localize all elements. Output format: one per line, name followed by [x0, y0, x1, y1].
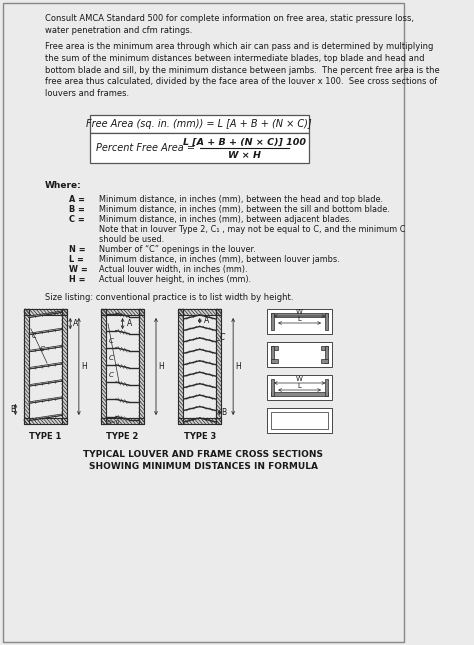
Text: A: A — [127, 319, 132, 328]
Text: H =: H = — [69, 275, 85, 284]
Bar — [325, 313, 328, 330]
Text: L: L — [298, 316, 301, 322]
Bar — [271, 412, 328, 429]
Bar — [24, 309, 29, 424]
Bar — [325, 346, 328, 363]
Bar — [321, 359, 328, 363]
Bar — [101, 309, 144, 315]
Bar — [271, 346, 274, 363]
Text: C: C — [219, 333, 225, 342]
Bar — [101, 309, 106, 424]
Text: Actual louver height, in inches (mm).: Actual louver height, in inches (mm). — [100, 275, 252, 284]
Bar — [267, 375, 332, 400]
Polygon shape — [29, 345, 62, 352]
Text: Number of “C” openings in the louver.: Number of “C” openings in the louver. — [100, 245, 256, 254]
Text: A =: A = — [69, 195, 84, 204]
Bar — [267, 408, 332, 433]
Bar — [178, 309, 183, 424]
Bar — [267, 342, 332, 367]
Polygon shape — [29, 380, 62, 386]
Text: B=0: B=0 — [106, 420, 119, 425]
Text: L =: L = — [69, 255, 83, 264]
Bar — [62, 309, 67, 424]
Bar — [24, 418, 67, 424]
Text: should be used.: should be used. — [100, 235, 164, 244]
Text: TYPE 1: TYPE 1 — [29, 432, 62, 441]
Polygon shape — [29, 311, 62, 317]
Bar — [139, 309, 144, 424]
Text: Minimum distance, in inches (mm), between the head and top blade.: Minimum distance, in inches (mm), betwee… — [100, 195, 383, 204]
Text: A: A — [204, 316, 209, 325]
Bar — [321, 346, 328, 350]
Text: Free area is the minimum area through which air can pass and is determined by mu: Free area is the minimum area through wh… — [45, 42, 439, 98]
Bar — [178, 309, 221, 315]
Text: Consult AMCA Standard 500 for complete information on free area, static pressure: Consult AMCA Standard 500 for complete i… — [45, 14, 414, 35]
Bar — [101, 309, 106, 424]
FancyBboxPatch shape — [90, 133, 309, 163]
Text: Percent Free Area =: Percent Free Area = — [96, 143, 198, 153]
Text: H: H — [236, 362, 241, 371]
Text: TYPICAL LOUVER AND FRAME CROSS SECTIONS: TYPICAL LOUVER AND FRAME CROSS SECTIONS — [83, 450, 323, 459]
Bar — [271, 346, 278, 350]
Bar — [101, 418, 144, 424]
Bar — [178, 418, 221, 424]
Bar — [325, 379, 328, 396]
Text: B =: B = — [69, 205, 84, 214]
Bar — [139, 309, 144, 424]
Text: Minimum distance, in inches (mm), between adjacent blades.: Minimum distance, in inches (mm), betwee… — [100, 215, 352, 224]
Bar — [24, 418, 67, 424]
Bar — [62, 309, 67, 424]
Text: B: B — [10, 405, 16, 414]
Polygon shape — [29, 328, 62, 335]
Bar — [178, 418, 221, 424]
Text: Note that in louver Type 2, C₁ , may not be equal to C, and the minimum C: Note that in louver Type 2, C₁ , may not… — [100, 225, 406, 234]
Text: SHOWING MINIMUM DISTANCES IN FORMULA: SHOWING MINIMUM DISTANCES IN FORMULA — [89, 462, 318, 471]
Text: TYPE 2: TYPE 2 — [106, 432, 139, 441]
Bar — [271, 392, 328, 396]
Bar — [24, 309, 67, 315]
Bar — [267, 309, 332, 334]
Text: Minimum distance, in inches (mm), between the sill and bottom blade.: Minimum distance, in inches (mm), betwee… — [100, 205, 390, 214]
Text: W: W — [296, 309, 303, 315]
Text: C: C — [39, 346, 44, 352]
Bar — [216, 309, 221, 424]
Bar — [178, 309, 221, 315]
FancyBboxPatch shape — [90, 115, 309, 133]
Text: C: C — [109, 355, 114, 361]
Polygon shape — [29, 414, 62, 421]
Text: Size listing: conventional practice is to list width by height.: Size listing: conventional practice is t… — [45, 293, 293, 302]
Text: N =: N = — [69, 245, 85, 254]
Bar — [101, 309, 144, 315]
Text: A: A — [73, 319, 78, 328]
Text: C =: C = — [69, 215, 84, 224]
Bar — [101, 418, 144, 424]
Text: B: B — [221, 408, 226, 417]
Polygon shape — [29, 397, 62, 403]
Text: W × H: W × H — [228, 150, 261, 159]
Text: W =: W = — [69, 265, 87, 274]
Bar — [178, 309, 183, 424]
Text: TYPE 3: TYPE 3 — [183, 432, 216, 441]
Bar — [271, 313, 328, 317]
Bar — [271, 379, 274, 396]
Text: C: C — [109, 338, 114, 344]
Text: W: W — [296, 376, 303, 382]
Text: Where:: Where: — [45, 181, 82, 190]
Text: Minimum distance, in inches (mm), between louver jambs.: Minimum distance, in inches (mm), betwee… — [100, 255, 340, 264]
Text: Free Area (sq. in. (mm)) = L [A + B + (N × C)]: Free Area (sq. in. (mm)) = L [A + B + (N… — [86, 119, 312, 129]
Text: C: C — [109, 372, 114, 378]
Text: C: C — [32, 333, 36, 339]
Bar — [271, 313, 274, 330]
Bar — [24, 309, 29, 424]
Text: L [A + B + (N × C)] 100: L [A + B + (N × C)] 100 — [183, 137, 306, 146]
Bar — [24, 309, 67, 315]
Text: Actual louver width, in inches (mm).: Actual louver width, in inches (mm). — [100, 265, 248, 274]
Text: H: H — [159, 362, 164, 371]
Bar — [216, 309, 221, 424]
Bar — [271, 359, 278, 363]
Polygon shape — [29, 362, 62, 369]
Text: H: H — [82, 362, 87, 371]
Text: L: L — [298, 383, 301, 389]
